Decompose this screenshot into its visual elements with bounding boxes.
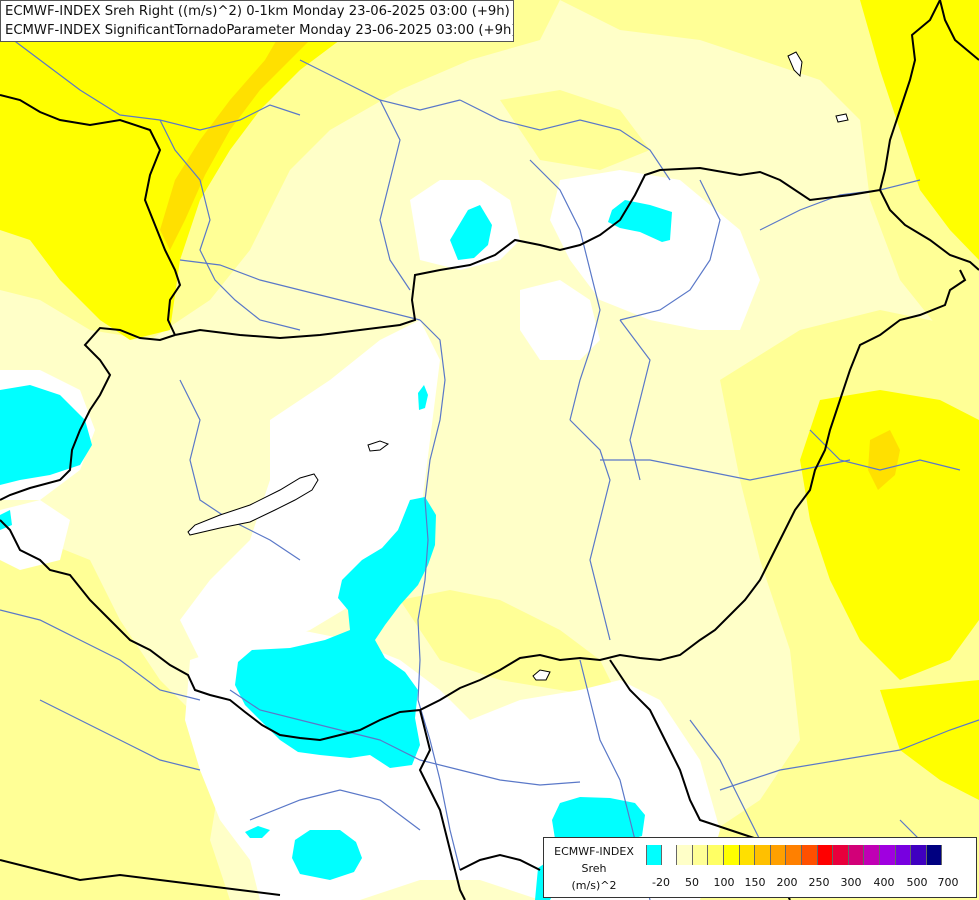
legend-swatch [911, 845, 927, 865]
legend-tick-label: 250 [808, 876, 830, 889]
legend-swatch [708, 845, 724, 865]
legend-swatch [723, 845, 740, 865]
legend-swatch [864, 845, 880, 865]
map-title-box: ECMWF-INDEX Sreh Right ((m/s)^2) 0-1km M… [0, 0, 514, 42]
legend-swatch [770, 845, 787, 865]
legend-tick-label: 50 [685, 876, 699, 889]
legend-swatch [879, 845, 896, 865]
legend-swatch [833, 845, 849, 865]
sreh-field-higher [160, 0, 900, 490]
legend-tick-label: 200 [776, 876, 798, 889]
legend-swatch [848, 845, 865, 865]
legend-swatch [801, 845, 818, 865]
legend-swatch [692, 845, 709, 865]
legend-swatch [817, 845, 834, 865]
legend-swatch [646, 845, 662, 865]
legend-tick-label: 100 [713, 876, 735, 889]
title-line-2: ECMWF-INDEX SignificantTornadoParameter … [5, 23, 514, 38]
legend-tick-label: 500 [906, 876, 928, 889]
legend-swatch [739, 845, 756, 865]
legend-line-2: Sreh [581, 862, 607, 875]
legend-tick-label: 300 [840, 876, 862, 889]
legend-line-1: ECMWF-INDEX [554, 845, 634, 858]
legend-swatch [661, 845, 678, 865]
sreh-field-low [0, 200, 672, 900]
legend-tick-label: 700 [937, 876, 959, 889]
legend-swatch [677, 845, 693, 865]
legend-tick-label: 400 [873, 876, 895, 889]
color-legend: ECMWF-INDEX Sreh (m/s)^2 -20 50 100 150 200 2… [543, 837, 977, 898]
legend-tick-label: -20 [652, 876, 670, 889]
legend-swatch [786, 845, 802, 865]
legend-line-3: (m/s)^2 [571, 879, 617, 892]
legend-swatch [895, 845, 912, 865]
legend-swatch [926, 845, 943, 865]
lake-balaton [187, 473, 319, 536]
legend-tick-label: 150 [744, 876, 766, 889]
legend-swatch [755, 845, 771, 865]
rivers [0, 29, 979, 900]
legend-swatches [646, 845, 943, 865]
title-line-1: ECMWF-INDEX Sreh Right ((m/s)^2) 0-1km M… [5, 4, 510, 19]
lakes [187, 51, 849, 681]
